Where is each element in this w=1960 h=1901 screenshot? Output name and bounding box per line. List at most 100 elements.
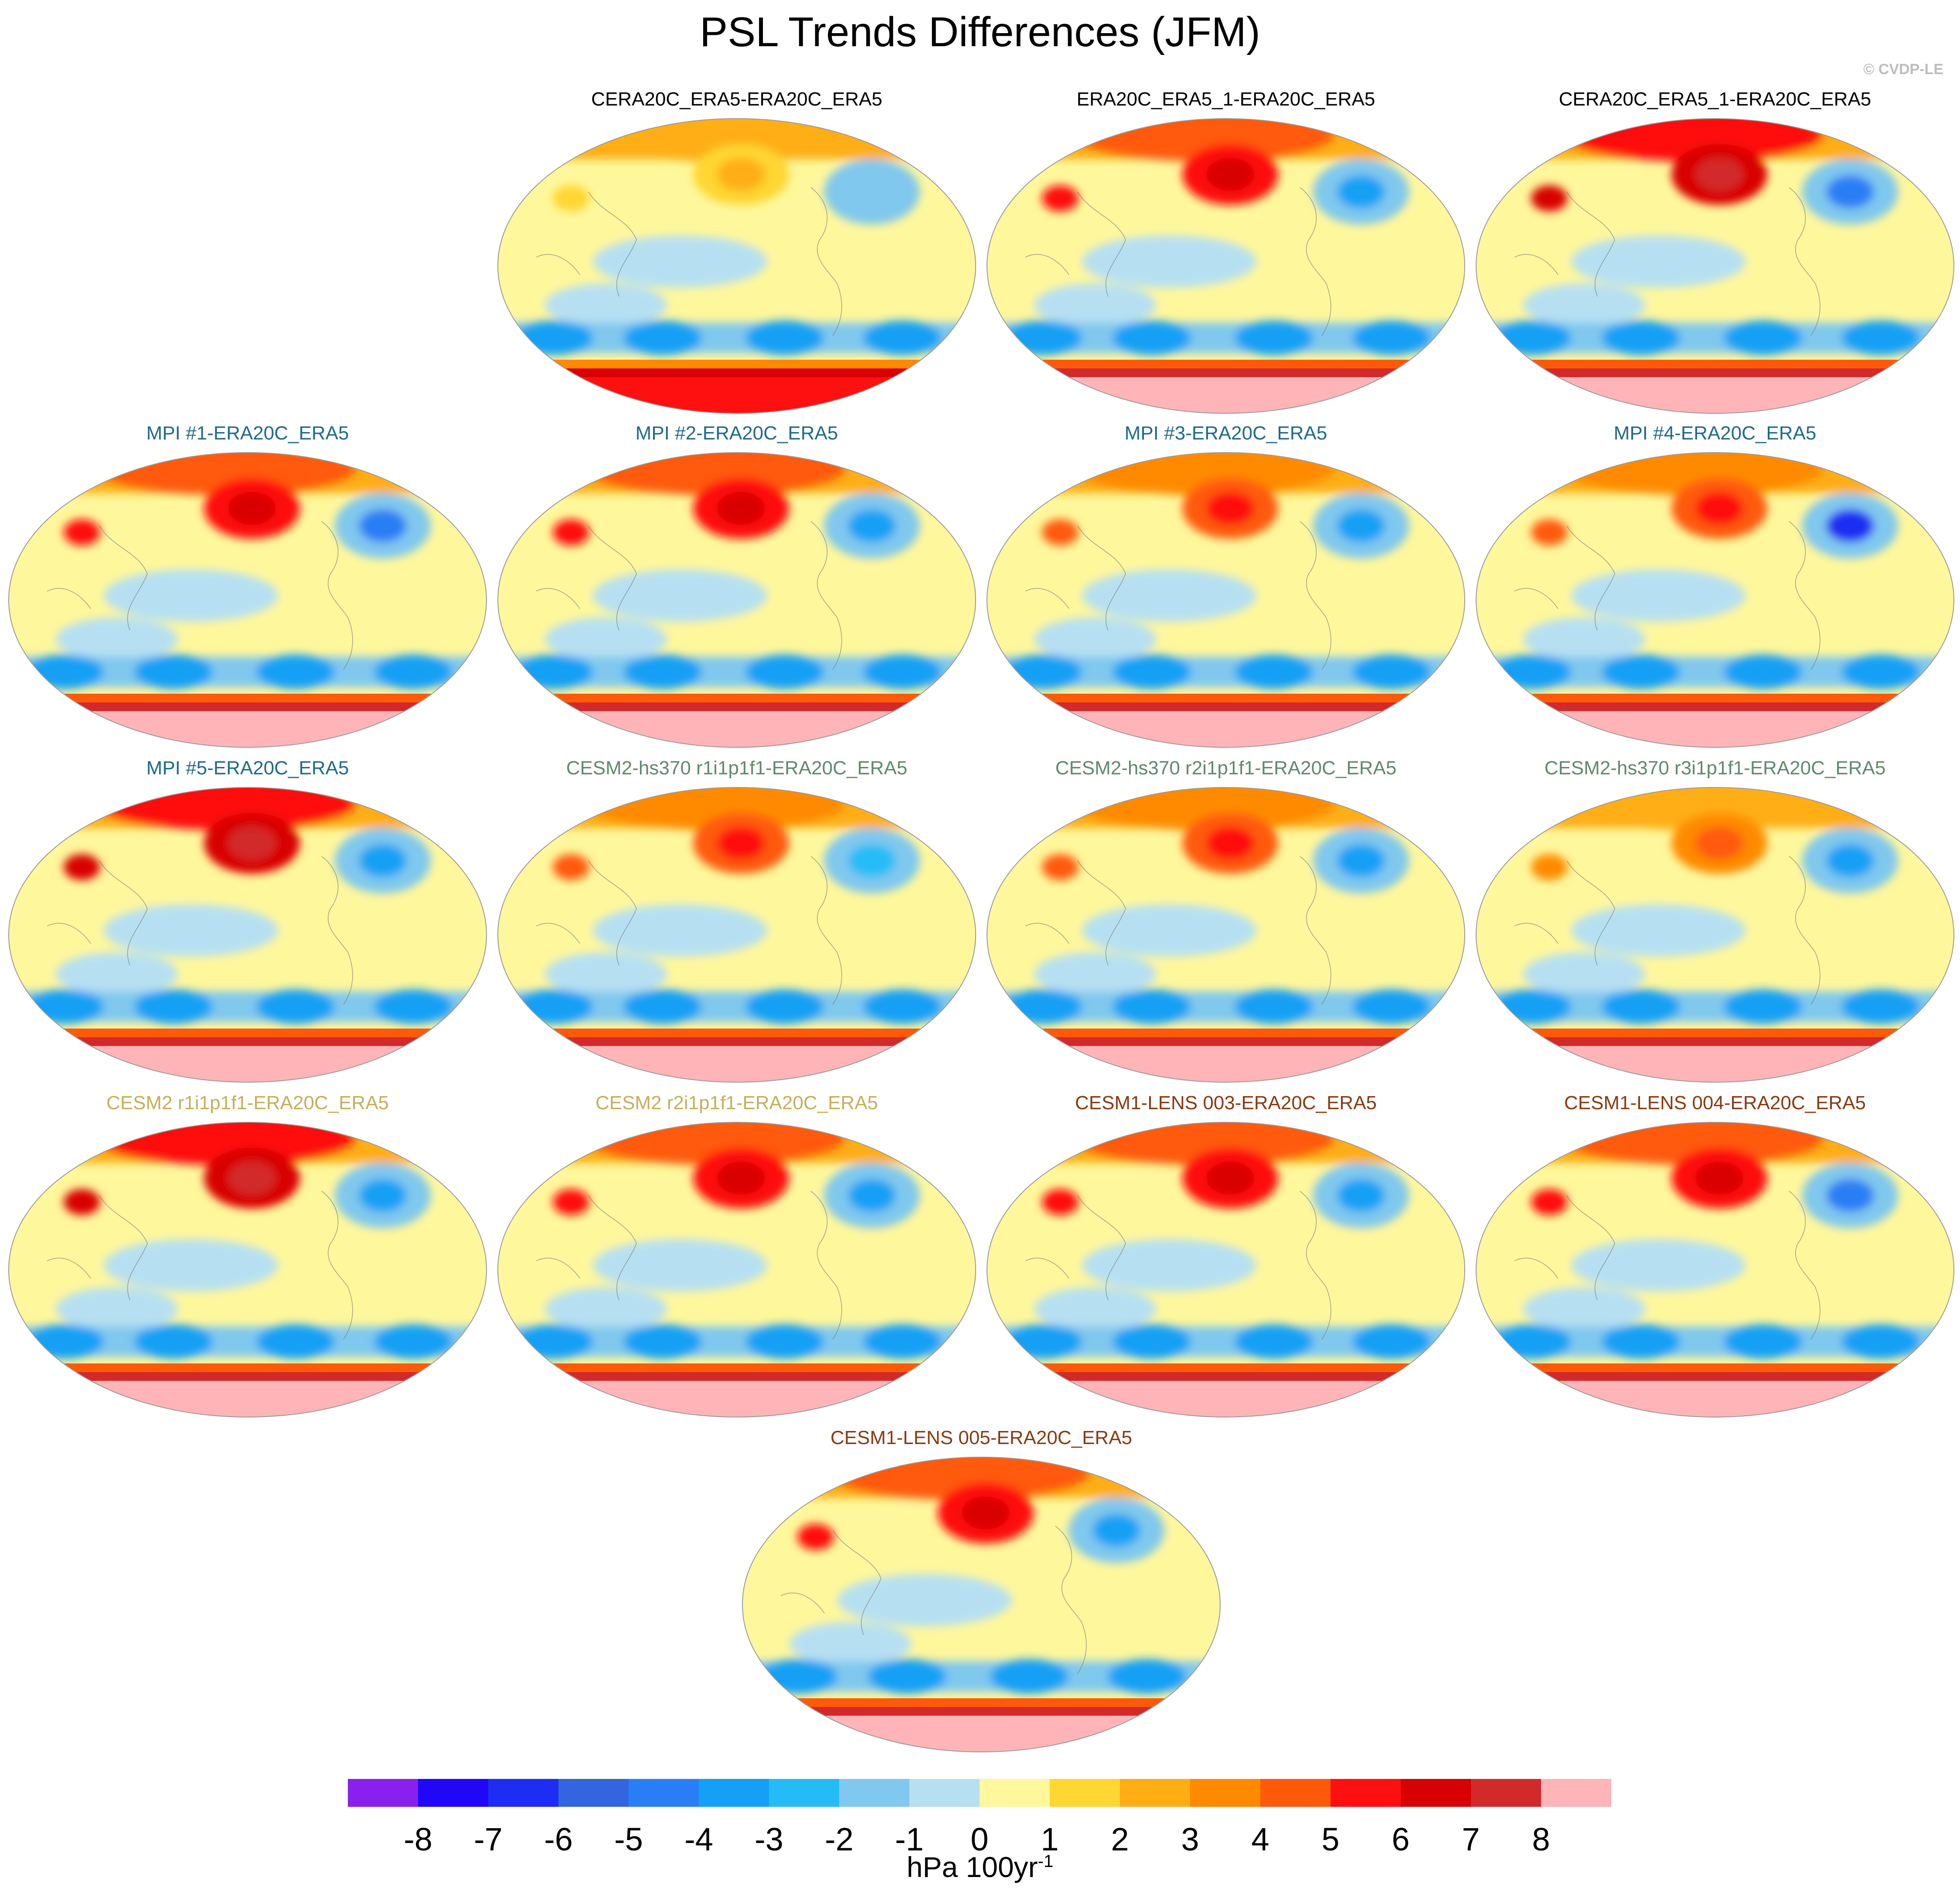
- southern-high-band: [498, 702, 976, 711]
- southern-low-core: [514, 1324, 593, 1359]
- north-pacific-high-core: [1695, 492, 1743, 525]
- antarctic-field: [1476, 377, 1954, 413]
- colorbar-box: [558, 1779, 629, 1807]
- southern-low-core: [623, 654, 702, 689]
- coastline: [536, 1191, 842, 1340]
- north-pacific-high-core: [228, 492, 276, 525]
- asia-high: [553, 185, 589, 211]
- north-pacific-high-core: [717, 492, 765, 525]
- map-panel: CESM2-hs370 r3i1p1f1-ERA20C_ERA5: [1475, 756, 1955, 1092]
- map-outline: [1476, 452, 1954, 748]
- world-map: [987, 1122, 1465, 1417]
- colorbar-tick-label: 4: [1251, 1821, 1269, 1857]
- southern-high-band: [987, 368, 1465, 377]
- tropical-patch: [1523, 617, 1645, 661]
- panel-title: CESM2 r2i1p1f1-ERA20C_ERA5: [595, 1092, 878, 1114]
- map-panel: CESM1-LENS 004-ERA20C_ERA5: [1475, 1091, 1955, 1427]
- world-map: [8, 452, 487, 748]
- southern-low-core: [1493, 989, 1571, 1024]
- tropical-patch: [56, 1287, 178, 1331]
- southern-low-core: [863, 320, 942, 355]
- tropical-patch: [1523, 952, 1645, 996]
- coastline: [1025, 856, 1331, 1005]
- colorbar-box: [629, 1779, 699, 1807]
- coastline: [1025, 1191, 1331, 1340]
- colorbar-box: [1260, 1779, 1330, 1807]
- atlantic-low-core: [1092, 1514, 1140, 1547]
- atlantic-low-core: [848, 175, 896, 208]
- southern-low-core: [990, 1659, 1068, 1694]
- asia-high: [1042, 854, 1079, 880]
- map-panel: MPI #3-ERA20C_ERA5: [986, 421, 1466, 757]
- figure-title: PSL Trends Differences (JFM): [700, 9, 1260, 55]
- coastline: [536, 521, 842, 670]
- map-outline: [497, 1122, 976, 1417]
- north-pacific-high-core: [717, 827, 765, 860]
- southern-low-core: [25, 1324, 104, 1359]
- map-panel: MPI #2-ERA20C_ERA5: [497, 421, 977, 757]
- atlantic-low-core: [1826, 1179, 1874, 1212]
- tropical-patch: [1523, 283, 1645, 327]
- panel-title: MPI #2-ERA20C_ERA5: [635, 422, 838, 444]
- tropical-patch: [593, 1239, 767, 1291]
- north-pacific-high-core: [228, 1162, 276, 1195]
- southern-low-core: [1724, 320, 1802, 355]
- southern-low-core: [1841, 989, 1920, 1024]
- units-exponent: -1: [1038, 1852, 1054, 1871]
- southern-low-core: [134, 989, 213, 1024]
- tropical-patch: [1571, 1239, 1746, 1291]
- southern-low-core: [1493, 320, 1571, 355]
- map-outline: [497, 452, 976, 748]
- southern-low-core: [25, 989, 104, 1024]
- panel-title: MPI #4-ERA20C_ERA5: [1613, 422, 1817, 444]
- southern-low-core: [1352, 654, 1431, 689]
- antarctic-field: [1476, 1381, 1954, 1417]
- tropical-patch: [545, 617, 667, 661]
- world-map: [1476, 1122, 1954, 1417]
- colorbar-tick-label: -7: [474, 1821, 503, 1857]
- southern-low-core: [623, 1324, 702, 1359]
- colorbar-tick-label: -3: [755, 1821, 783, 1857]
- southern-low-core: [1724, 654, 1802, 689]
- asia-high: [1531, 854, 1568, 880]
- map-outline: [1476, 1122, 1954, 1417]
- north-pacific-high-core: [228, 827, 276, 860]
- southern-high-band: [1476, 702, 1954, 711]
- north-pacific-high-core: [1695, 158, 1743, 191]
- map-field: [498, 119, 976, 413]
- map-field: [1476, 119, 1954, 413]
- map-panel: MPI #5-ERA20C_ERA5: [8, 756, 487, 1092]
- colorbar-box: [1190, 1779, 1260, 1807]
- units-base: hPa 100yr: [906, 1851, 1038, 1883]
- southern-low-core: [759, 1659, 837, 1694]
- antarctic-field: [498, 1381, 976, 1417]
- atlantic-low-core: [359, 509, 407, 542]
- southern-low-core: [863, 1324, 942, 1359]
- map-field: [1476, 1122, 1954, 1417]
- tropical-patch: [1034, 1287, 1156, 1331]
- north-pacific-high-core: [1695, 1162, 1743, 1195]
- map-panel: CESM2-hs370 r2i1p1f1-ERA20C_ERA5: [986, 756, 1466, 1092]
- southern-low-core: [1602, 320, 1680, 355]
- panel-title: CESM2 r1i1p1f1-ERA20C_ERA5: [106, 1092, 389, 1114]
- colorbar-tick-label: -5: [614, 1821, 643, 1857]
- panel-title: MPI #3-ERA20C_ERA5: [1124, 422, 1327, 444]
- map-panel: ERA20C_ERA5_1-ERA20C_ERA5: [986, 87, 1466, 423]
- tropical-patch: [1082, 235, 1256, 288]
- map-panel: CESM1-LENS 005-ERA20C_ERA5: [742, 1426, 1221, 1761]
- map-outline: [987, 1122, 1465, 1417]
- world-map: [497, 787, 976, 1083]
- atlantic-low-core: [1337, 175, 1385, 208]
- southern-low-core: [745, 989, 824, 1024]
- colorbar-tick-label: 3: [1181, 1821, 1199, 1857]
- map-outline: [8, 1122, 487, 1417]
- antarctic-field: [987, 377, 1465, 413]
- asia-high: [1042, 1189, 1079, 1215]
- southern-low-core: [1602, 654, 1680, 689]
- southern-low-core: [1841, 1324, 1920, 1359]
- map-panel: MPI #4-ERA20C_ERA5: [1475, 421, 1955, 757]
- colorbar-box: [1330, 1779, 1401, 1807]
- atlantic-low-core: [359, 1179, 407, 1212]
- asia-high: [1531, 185, 1568, 211]
- coastline: [780, 1526, 1087, 1675]
